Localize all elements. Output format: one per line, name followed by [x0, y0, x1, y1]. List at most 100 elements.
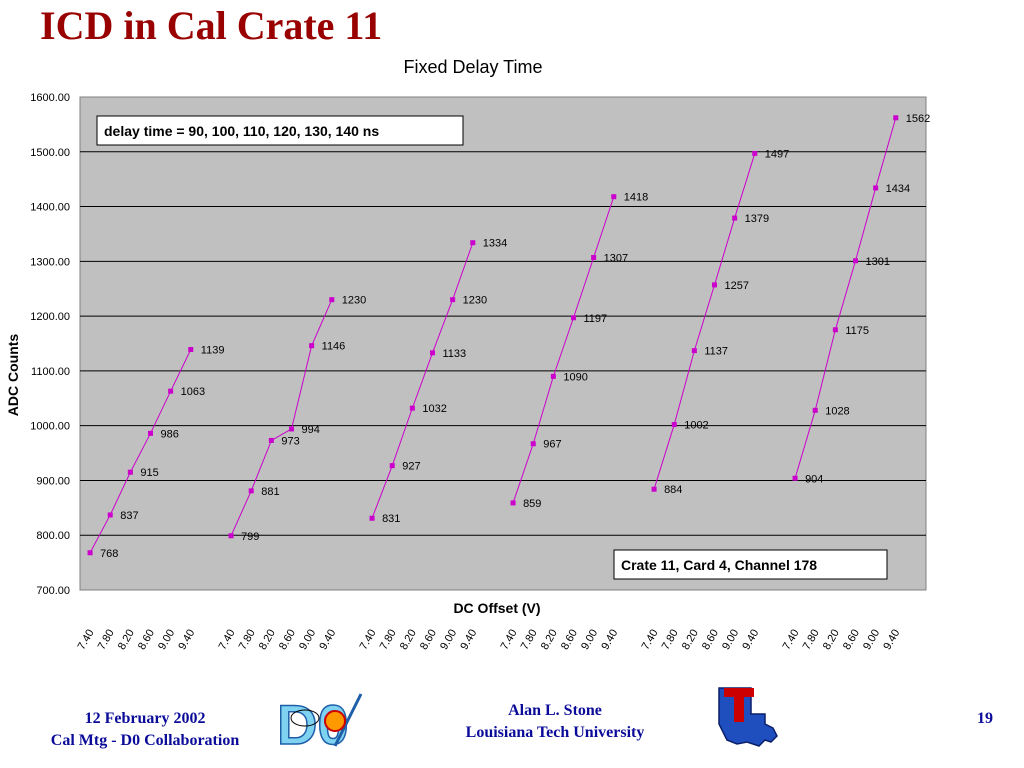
- data-label: 1028: [825, 405, 849, 417]
- data-point: [228, 533, 234, 539]
- x-tick-label: 9.00: [720, 628, 741, 653]
- y-tick-label: 1600.00: [30, 92, 70, 104]
- data-label: 1334: [483, 238, 507, 250]
- d0-logo: D0: [275, 692, 371, 757]
- data-point: [430, 350, 435, 356]
- x-tick-label: 8.20: [680, 628, 701, 653]
- data-label: 994: [302, 424, 320, 436]
- data-point: [268, 437, 274, 443]
- data-point: [591, 254, 597, 260]
- data-point: [691, 348, 697, 354]
- x-tick-label: 9.00: [861, 628, 882, 653]
- series-line: [89, 349, 192, 553]
- delay-annotation-box: [96, 115, 464, 146]
- data-point: [148, 430, 153, 436]
- page-number: 19: [977, 710, 993, 727]
- footer-date: 12 February 2002: [84, 710, 206, 727]
- y-tick-label: 1300.00: [30, 256, 70, 268]
- x-tick-label: 9.40: [176, 628, 197, 653]
- data-label: 1257: [725, 280, 749, 292]
- y-tick-label: 1200.00: [30, 311, 70, 323]
- data-label: 986: [161, 428, 179, 440]
- x-tick-label: 8.20: [116, 628, 137, 653]
- data-label: 1090: [563, 371, 587, 383]
- data-point: [611, 194, 617, 200]
- data-label: 1379: [745, 213, 769, 225]
- x-tick-label: 7.80: [660, 628, 681, 653]
- plot-area: [79, 96, 927, 591]
- data-label: 768: [100, 548, 118, 560]
- x-tick-label: 7.40: [499, 628, 520, 653]
- y-tick-label: 1400.00: [30, 202, 70, 214]
- x-tick-label: 9.40: [317, 628, 338, 653]
- data-label: 1002: [684, 420, 708, 432]
- series-line: [653, 153, 756, 490]
- x-tick-label: 7.40: [781, 628, 802, 653]
- data-label: 1175: [845, 325, 869, 337]
- x-tick-label: 8.60: [700, 628, 721, 653]
- x-tick-label: 8.60: [841, 628, 862, 653]
- series-line: [794, 117, 897, 479]
- series-line: [512, 196, 615, 504]
- x-tick-label: 8.20: [539, 628, 560, 653]
- data-label: 973: [281, 435, 299, 447]
- data-point: [450, 297, 456, 303]
- x-tick-label: 9.00: [297, 628, 318, 653]
- data-label: 1032: [422, 403, 446, 415]
- data-label: 967: [543, 439, 561, 451]
- data-point: [248, 488, 254, 494]
- x-tick-label: 8.60: [136, 628, 157, 653]
- series-line: [230, 299, 333, 536]
- y-tick-label: 1000.00: [30, 421, 70, 433]
- data-point: [127, 469, 133, 475]
- x-tick-label: 7.80: [519, 628, 540, 653]
- data-label: 1230: [342, 295, 366, 307]
- y-tick-label: 700.00: [36, 585, 70, 597]
- data-point: [530, 441, 536, 447]
- x-tick-label: 7.80: [237, 628, 258, 653]
- footer-institution: Louisiana Tech University: [465, 724, 645, 741]
- data-label: 927: [402, 461, 420, 473]
- data-label: 884: [664, 484, 682, 496]
- data-point: [168, 388, 174, 394]
- data-label: 1434: [886, 183, 910, 195]
- y-tick-label: 1500.00: [30, 147, 70, 159]
- latech-logo: T: [717, 684, 779, 750]
- footer-date-block: 12 February 2002 Cal Mtg - D0 Collaborat…: [20, 708, 270, 752]
- data-label: 1133: [443, 348, 467, 360]
- adc-vs-dc-offset-chart: Fixed Delay Time 700.00 800.00 900.00 1000.…: [5, 57, 930, 653]
- data-point: [732, 215, 738, 221]
- data-label: 881: [261, 486, 279, 498]
- data-point: [712, 282, 717, 288]
- data-point: [853, 258, 858, 264]
- data-label: 799: [241, 531, 259, 543]
- channel-annotation: Crate 11, Card 4, Channel 178: [621, 557, 817, 573]
- channel-annotation-box: [613, 549, 888, 580]
- footer-author: Alan L. Stone: [508, 702, 602, 719]
- data-point: [309, 343, 315, 349]
- data-point: [832, 327, 838, 333]
- data-point: [510, 500, 516, 506]
- x-tick-label: 9.00: [438, 628, 459, 653]
- data-label: 1137: [704, 346, 728, 358]
- y-axis-label: ADC Counts: [5, 334, 21, 417]
- x-tick-label: 8.20: [821, 628, 842, 653]
- data-label: 837: [120, 510, 138, 522]
- data-point: [873, 185, 879, 191]
- y-tick-label: 1100.00: [31, 366, 70, 378]
- data-label: 1139: [201, 345, 225, 357]
- data-label: 1307: [604, 252, 628, 264]
- data-point: [389, 463, 395, 469]
- data-label: 1230: [463, 295, 487, 307]
- data-label: 915: [140, 467, 158, 479]
- x-tick-label: 9.00: [156, 628, 177, 653]
- data-series: [87, 115, 899, 556]
- x-tick-label: 7.40: [640, 628, 661, 653]
- chart-title: Fixed Delay Time: [403, 57, 542, 77]
- data-point: [792, 475, 798, 481]
- data-point: [369, 515, 375, 521]
- y-gridlines: [80, 151, 926, 536]
- data-point: [87, 550, 93, 556]
- data-point: [893, 115, 899, 121]
